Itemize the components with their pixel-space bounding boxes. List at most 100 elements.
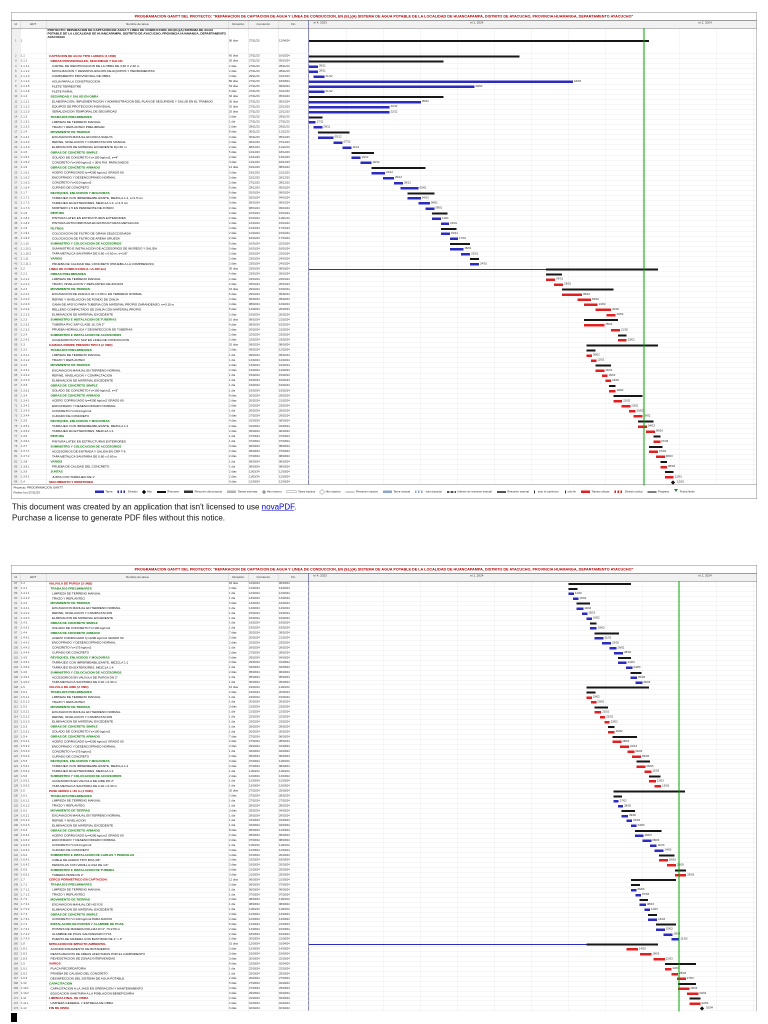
row-edt: 1.5.5.2: [21, 769, 47, 774]
task-name: MOVIMIENTO DE TIERRAS: [47, 897, 229, 902]
task-row: 111 1.5.1.2 TRAZO Y REPLANTEO 1 día 20/02/24…: [11, 700, 757, 705]
bar-date-label: 22/03: [665, 957, 673, 961]
task-duration: 30 días: [229, 58, 249, 64]
row-edt: 1.4: [21, 479, 47, 485]
task-start: 22/02/24: [249, 332, 279, 338]
gantt-bar-sum: [637, 420, 654, 423]
task-duration: 1 día: [229, 971, 249, 976]
task-row: 97 1.4.4 OBRAS DE CONCRETO ARMADO 7 días 20/…: [11, 630, 757, 636]
task-name: EXCAVACION MANUAL EN TERRENO NORMAL: [47, 368, 229, 373]
task-name: TARRAJEO CON IMPERMEABILIZANTE, MEZCLA 1…: [47, 660, 229, 665]
bar-date-label: 01/12: [325, 74, 333, 78]
gantt-chart-cell: 13/12: [308, 155, 757, 160]
task-start: 29/01/24: [249, 292, 279, 297]
bar-date-label: 22/12: [390, 110, 398, 114]
task-name: TRABAJOS PRELIMINARES: [47, 793, 229, 799]
task-finish: 16/02/24: [279, 616, 309, 621]
bar-date-label: 09/01: [435, 206, 443, 210]
task-duration: 2 días: [229, 368, 249, 373]
task-row: 66 1.3.2.3 ELIMINACION DE MATERIAL EXCEDEN…: [11, 378, 757, 384]
task-duration: 12 días: [229, 877, 249, 883]
gantt-page-2: PROGRAMACION GANTT DEL PROYECTO: "REPARA…: [11, 565, 757, 1012]
row-edt: 1.3.6.1: [21, 439, 47, 444]
row-edt: 1.3.5.2: [21, 429, 47, 434]
row-edt: 1.5.4.1: [21, 739, 47, 744]
task-start: 06/03/24: [249, 444, 279, 449]
task-duration: 3 días: [229, 195, 249, 201]
row-id: 128: [11, 783, 21, 789]
row-id: 91: [11, 601, 21, 606]
row-edt: 1.1.8.1: [21, 216, 47, 221]
row-edt: 1.5.6.1: [21, 779, 47, 784]
gantt-bar-blue: [461, 252, 471, 256]
gantt-chart-cell: 14/03: [308, 946, 757, 952]
task-duration: 1 día: [229, 621, 249, 626]
bar-date-label: 06/03: [655, 429, 663, 433]
gantt-bar-blue: [313, 126, 323, 129]
gantt-chart-cell: 19/02: [308, 625, 757, 631]
task-row: 90 1.4.1.2 TRAZO Y REPLANTEO 1 día 13/02/24 1…: [11, 596, 757, 602]
gantt-bar-red: [594, 711, 602, 714]
row-id: 162: [11, 951, 21, 957]
gantt-bar-sum: [546, 268, 659, 271]
row-id: 125: [11, 769, 21, 774]
task-duration: 20 días: [229, 788, 249, 794]
bar-date-label: 28/12: [403, 181, 411, 185]
row-id: 23: [11, 160, 21, 165]
task-finish: 12/04/24: [279, 28, 309, 54]
gantt-chart-cell: [308, 655, 757, 660]
row-edt: 1.7.1: [21, 882, 47, 888]
novapdf-link[interactable]: novaPDF: [261, 503, 295, 512]
task-duration: 2 días: [229, 764, 249, 769]
task-finish: 12/02/24: [279, 591, 309, 596]
task-row: 139 1.6.3.2 ENCOFRADO Y DESENCOFRADO NORMA…: [11, 838, 757, 844]
task-duration: 1 día: [229, 680, 249, 685]
row-edt: 1.2.2.2: [21, 297, 47, 302]
row-edt: 1.5: [21, 685, 47, 690]
gantt-chart-cell: 21/02: [308, 327, 757, 333]
task-start: 02/04/24: [249, 1006, 279, 1011]
task-duration: 3 días: [229, 160, 249, 165]
task-name: REVEGETACION DE ZONAS INTERVENIDAS: [47, 956, 229, 962]
gantt-chart-cell: [308, 226, 757, 231]
row-edt: 1.6.4.1: [21, 858, 47, 863]
gantt-bar-sum: [309, 95, 444, 98]
task-start: 22/03/24: [249, 966, 279, 972]
task-row: 173 1.12 FIN DE OBRA 0 días 02/04/24 02/04/24…: [11, 1006, 757, 1012]
gantt-chart-cell: [308, 685, 757, 690]
gantt-bar-red: [645, 430, 655, 433]
task-name: TRAZO Y REPLANTEO: [47, 596, 229, 601]
gantt-chart-cell: [308, 363, 757, 368]
row-edt: 1.4.4.4: [21, 650, 47, 656]
task-start: 01/03/24: [249, 818, 279, 823]
gantt-chart-cell: 21/02: [308, 709, 757, 715]
gantt-bar-blue: [333, 141, 343, 144]
bar-date-label: 08/03: [646, 764, 654, 768]
task-start: 26/03/24: [249, 976, 279, 981]
row-edt: 1.9.1: [21, 966, 47, 972]
task-finish: 21/03/24: [279, 877, 309, 883]
row-id: 134: [11, 813, 21, 818]
notice-text-1: This document was created by an applicat…: [12, 503, 262, 512]
task-row: 112 1.5.2 MOVIMIENTO DE TIERRAS 3 días 21/02…: [11, 704, 757, 710]
task-duration: 80 días: [229, 79, 249, 84]
gantt-chart-cell: 05/02: [308, 292, 757, 297]
legend-item: Hito inactivo: [319, 488, 341, 495]
task-duration: 1 día: [229, 813, 249, 818]
bar-date-label: 24/01: [480, 262, 487, 266]
task-row: 42 1.1.11 VARIOS 2 días 23/01/24 24/01/24: [11, 256, 757, 262]
row-edt: 1.6.1.1: [21, 798, 47, 804]
gantt-bar-sum: [470, 258, 480, 261]
row-edt: 1.1.7.2: [21, 200, 47, 206]
task-row: 27 1.1.6.3 CONCRETO f'c=210 kg/cm2 2 días 27…: [11, 180, 757, 186]
row-edt: 1.6.5.1: [21, 872, 47, 878]
gantt-chart-cell: 08/03: [308, 764, 757, 769]
row-edt: 1.1.2.2: [21, 104, 47, 110]
task-finish: 28/02/24: [279, 793, 309, 799]
task-name: OBRAS DE CONCRETO SIMPLE: [47, 150, 229, 155]
task-name: LIMPIEZA DE TERRENO MANUAL: [47, 695, 229, 700]
row-edt: 1.5.2.1: [21, 709, 47, 715]
task-name: SOLADO DE CONCRETO f'c=100 kg/cm2: [47, 729, 229, 735]
task-start: 06/03/24: [249, 877, 279, 883]
col-header: Fin: [279, 573, 309, 581]
